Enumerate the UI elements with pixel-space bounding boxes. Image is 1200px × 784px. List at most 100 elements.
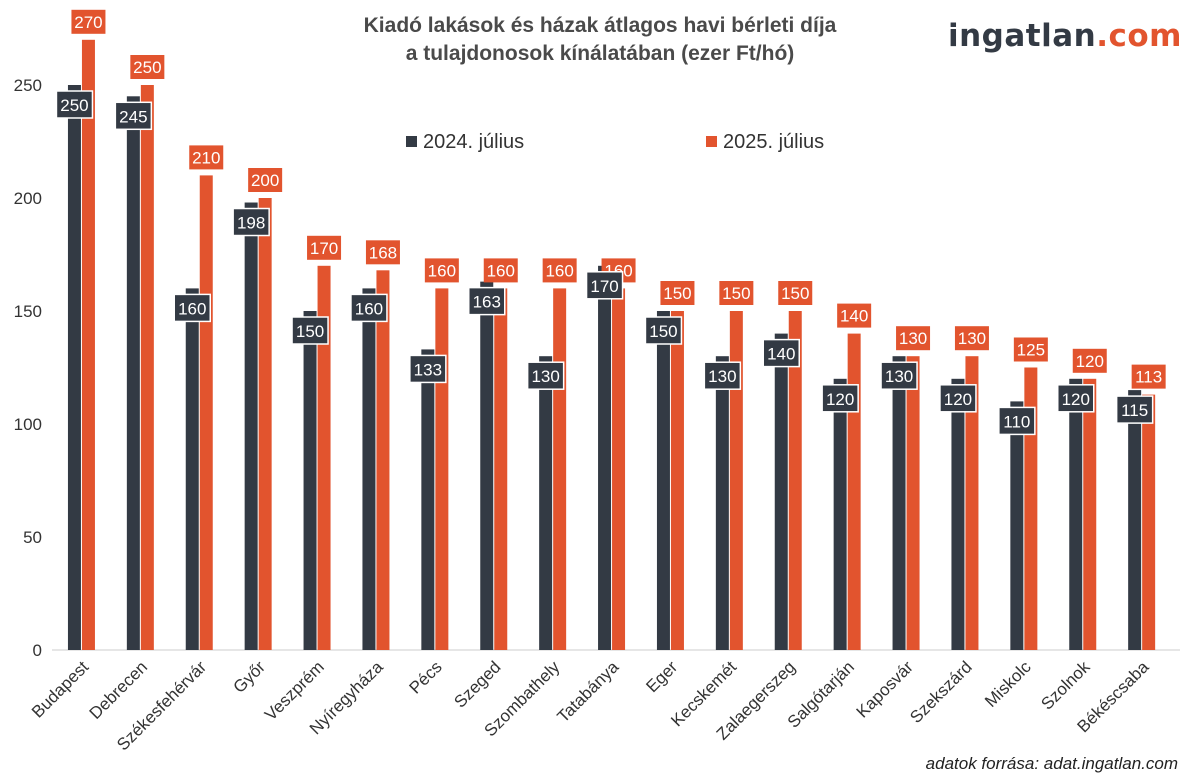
bar-2024-1	[126, 96, 140, 651]
data-label-2024-16: 110	[1003, 412, 1030, 431]
y-tick-label: 0	[33, 641, 42, 660]
data-label-2024-17: 120	[1062, 390, 1090, 409]
label-box-2024-18	[1115, 395, 1154, 424]
chart-title-line2: a tulajdonosok kínálatában (ezer Ft/hó)	[405, 42, 795, 65]
label-box-2025-3	[248, 168, 283, 192]
legend-label-2: 2025. július	[723, 131, 824, 153]
label-box-2025-4	[307, 235, 342, 260]
x-tick-label: Miskolc	[981, 657, 1035, 711]
data-label-2024-4: 150	[296, 322, 324, 341]
label-box-2025-6	[424, 258, 459, 283]
label-box-2024-12	[762, 338, 800, 368]
x-tick-label: Eger	[642, 657, 681, 696]
x-tick-label: Tatabánya	[553, 657, 622, 726]
bar-2024-3	[244, 202, 258, 650]
legend-swatch-1	[406, 136, 417, 147]
label-box-2024-6	[409, 354, 447, 384]
chart-title: Kiadó lakások és házak átlagos havi bérl…	[300, 12, 900, 68]
label-box-2024-9	[585, 271, 624, 300]
data-label-2024-6: 133	[414, 360, 442, 379]
label-box-2024-8	[526, 361, 565, 390]
data-label-2024-18: 115	[1121, 401, 1148, 420]
y-tick-label: 50	[23, 528, 42, 547]
data-label-2025-2: 210	[192, 148, 220, 167]
ingatlan-logo: ingatlan.com	[948, 18, 1182, 54]
label-box-2025-14	[896, 326, 931, 351]
bar-2025-11	[729, 311, 743, 650]
bar-2024-2	[185, 288, 199, 650]
bar-2024-16	[1010, 401, 1024, 650]
logo-text-main: ingatlan	[947, 18, 1097, 54]
label-box-2024-14	[880, 361, 918, 390]
bar-2025-14	[906, 356, 920, 650]
data-label-2024-7: 163	[473, 293, 501, 312]
legend-label-1: 2024. július	[423, 131, 524, 153]
bar-2025-1	[140, 85, 154, 650]
data-label-2024-3: 198	[237, 214, 265, 233]
bar-2025-12	[788, 311, 802, 650]
bar-2025-2	[199, 175, 213, 650]
label-box-2024-0	[55, 90, 94, 119]
label-box-2024-4	[291, 316, 329, 345]
data-label-2024-15: 120	[944, 390, 972, 409]
label-box-2024-11	[703, 361, 742, 390]
data-label-2025-5: 168	[369, 243, 397, 262]
data-label-2024-1: 245	[119, 107, 147, 126]
bar-2025-18	[1142, 394, 1156, 650]
x-tick-label: Győr	[229, 657, 269, 697]
bar-2025-10	[670, 311, 684, 650]
bar-2024-9	[598, 265, 612, 650]
legend-swatch-2	[706, 136, 717, 147]
bar-2024-18	[1128, 390, 1142, 650]
data-label-2024-11: 130	[708, 367, 736, 386]
data-label-2025-11: 150	[722, 284, 750, 303]
label-box-2025-17	[1072, 348, 1107, 373]
source-note: adatok forrása: adat.ingatlan.com	[925, 754, 1178, 773]
data-label-2025-8: 160	[545, 261, 573, 280]
label-box-2025-10	[660, 281, 695, 305]
label-box-2024-5	[350, 293, 388, 323]
data-label-2025-12: 150	[781, 284, 809, 303]
data-label-2025-3: 200	[251, 171, 279, 190]
bar-2025-8	[553, 288, 567, 650]
bar-2024-7	[480, 281, 494, 650]
bar-2024-15	[951, 378, 965, 650]
bar-2024-10	[656, 311, 670, 650]
label-box-2025-0	[71, 9, 106, 34]
bar-2025-0	[81, 39, 95, 651]
bar-2025-5	[376, 270, 390, 650]
data-label-2025-0: 270	[74, 13, 102, 32]
chart-title-line1: Kiadó lakások és házak átlagos havi bérl…	[363, 14, 837, 37]
bar-2024-4	[303, 311, 317, 650]
bar-2024-13	[833, 378, 847, 650]
bar-2025-17	[1083, 378, 1097, 650]
label-box-2025-5	[365, 240, 400, 265]
label-box-2025-1	[130, 55, 165, 79]
data-label-2024-8: 130	[531, 367, 559, 386]
label-box-2024-16	[998, 406, 1036, 436]
x-tick-label: Budapest	[28, 657, 92, 721]
logo-text-domain: .com	[1096, 18, 1182, 54]
data-label-2025-14: 130	[899, 329, 927, 348]
data-label-2025-4: 170	[310, 239, 338, 258]
label-box-2024-1	[114, 101, 153, 131]
label-box-2025-11	[719, 281, 754, 305]
data-label-2024-12: 140	[767, 345, 795, 364]
data-label-2024-9: 170	[590, 277, 618, 296]
label-box-2024-10	[644, 316, 683, 345]
label-box-2025-18	[1131, 364, 1166, 389]
label-box-2024-3	[232, 207, 270, 237]
data-label-2025-18: 113	[1135, 368, 1162, 387]
bar-2025-15	[965, 356, 979, 650]
bar-2025-6	[435, 288, 449, 650]
bar-2025-9	[612, 288, 626, 650]
y-tick-label: 150	[14, 302, 42, 321]
bar-2025-16	[1024, 367, 1038, 650]
data-label-2025-10: 150	[663, 284, 691, 303]
x-tick-label: Pécs	[406, 657, 446, 697]
bar-2025-4	[317, 265, 331, 650]
data-label-2024-5: 160	[355, 299, 383, 318]
x-tick-label: Szolnok	[1037, 657, 1094, 714]
bar-2024-6	[421, 349, 435, 650]
